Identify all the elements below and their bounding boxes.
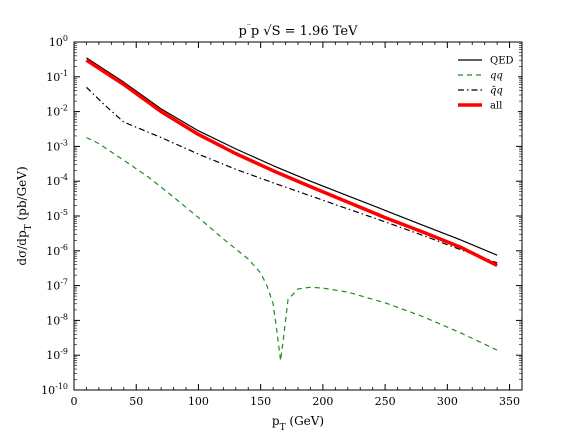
series-layer <box>85 57 498 362</box>
x-tick-label-0: 0 <box>71 395 78 408</box>
x-tick-label-4: 200 <box>312 395 333 408</box>
y-tick-label-7: 10-3 <box>46 138 68 153</box>
series-line-QED <box>86 57 498 256</box>
legend-label-all: all <box>490 101 502 112</box>
y-tick-label-6: 10-4 <box>46 173 68 188</box>
y-tick-label-3: 10-7 <box>46 278 68 293</box>
legend-label-qq: qq <box>490 71 503 82</box>
legend-label-q̄q: q̄q <box>490 86 503 97</box>
x-tick-label-5: 250 <box>375 395 396 408</box>
y-tick-label-2: 10-8 <box>46 312 68 327</box>
legend-label-QED: QED <box>490 56 514 67</box>
series-line-qq <box>86 136 498 362</box>
y-tick-label-5: 10-5 <box>46 208 68 223</box>
chart-title: p‾p √S = 1.96 TeV <box>239 24 359 40</box>
x-tick-label-2: 100 <box>188 395 209 408</box>
series-line-all <box>85 58 498 267</box>
y-tick-label-9: 10-1 <box>46 69 68 84</box>
y-tick-label-4: 10-6 <box>46 243 68 258</box>
x-tick-label-3: 150 <box>250 395 271 408</box>
x-tick-label-6: 300 <box>437 395 458 408</box>
x-tick-label-1: 50 <box>129 395 143 408</box>
x-tick-label-7: 350 <box>499 395 520 408</box>
y-tick-label-8: 10-2 <box>46 104 68 119</box>
legend: QED qq q̄q all <box>452 50 518 116</box>
y-tick-label-10: 100 <box>49 34 68 49</box>
y-tick-label-1: 10-9 <box>46 347 68 362</box>
y-tick-label-0: 10-10 <box>41 382 68 397</box>
series-line-q̄q <box>86 86 498 264</box>
